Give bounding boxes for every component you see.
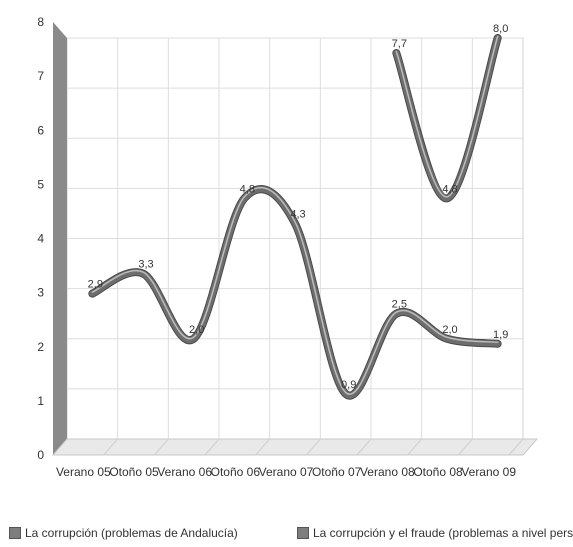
data-label: 2,0 — [189, 324, 204, 336]
floor-grid-line — [457, 438, 473, 456]
y-tick-label: 1 — [37, 394, 44, 408]
data-point — [344, 392, 347, 395]
data-point — [243, 197, 246, 200]
plot-side-wall — [53, 22, 67, 455]
data-label: 4,8 — [240, 183, 255, 195]
series-andalucia: 2,9 3,3 2,0 4,8 4,3 0,9 2,5 2,0 1,9 — [88, 183, 508, 400]
data-point — [446, 197, 449, 200]
legend-swatch-andalucia — [9, 527, 21, 539]
y-tick-label: 4 — [37, 232, 44, 246]
y-tick-label: 8 — [37, 15, 44, 29]
data-label: 0,9 — [341, 379, 356, 391]
data-label: 1,9 — [493, 329, 508, 341]
data-point — [395, 52, 398, 55]
y-tick-label: 7 — [37, 69, 44, 83]
y-tick-label: 6 — [37, 123, 44, 137]
series-line-highlight — [395, 35, 499, 198]
x-tick-label: Verano 09 — [461, 465, 516, 479]
data-label: 7,7 — [392, 38, 407, 50]
data-label: 3,3 — [138, 259, 153, 271]
data-point — [192, 337, 195, 340]
floor-grid-line — [204, 438, 220, 456]
legend-label-andalucia: La corrupción (problemas de Andalucía) — [25, 526, 238, 540]
legend-swatch-personal — [297, 527, 309, 539]
series-line-highlight — [91, 186, 499, 395]
y-tick-label: 2 — [37, 340, 44, 354]
x-tick-label: Verano 08 — [360, 465, 415, 479]
data-point — [91, 292, 94, 295]
x-tick-label: Verano 06 — [157, 465, 212, 479]
plot-floor — [51, 438, 539, 456]
floor-grid-line — [356, 438, 372, 456]
legend-item-personal: La corrupción y el fraude (problemas a n… — [297, 525, 573, 541]
y-tick-label: 5 — [37, 177, 44, 191]
legend-label-personal: La corrupción y el fraude (problemas a n… — [313, 526, 573, 540]
floor-grid-line — [153, 438, 169, 456]
series-personal: 7,7 4,8 8,0 — [392, 23, 508, 203]
data-label: 2,0 — [442, 324, 457, 336]
x-tick-label: Verano 05 — [56, 465, 111, 479]
data-point — [294, 222, 297, 225]
x-tick-label: Verano 07 — [259, 465, 314, 479]
data-label: 4,3 — [290, 208, 305, 220]
data-point — [446, 337, 449, 340]
y-tick-label: 0 — [37, 448, 44, 462]
data-point — [142, 272, 145, 275]
floor-grid-line — [255, 438, 271, 456]
floor-grid-line — [508, 438, 524, 456]
data-label: 4,8 — [442, 183, 457, 195]
x-tick-label: Otoño 06 — [211, 465, 261, 479]
x-tick-label: Otoño 07 — [312, 465, 362, 479]
legend-item-andalucia: La corrupción (problemas de Andalucía) — [9, 525, 238, 541]
data-point — [496, 37, 499, 40]
data-point — [395, 312, 398, 315]
floor-grid-line — [103, 438, 119, 456]
data-label: 2,5 — [392, 299, 407, 311]
x-tick-label: Otoño 08 — [413, 465, 463, 479]
y-tick-label: 3 — [37, 286, 44, 300]
x-tick-label: Otoño 05 — [109, 465, 159, 479]
floor-grid-line — [305, 438, 321, 456]
floor-grid-line — [407, 438, 423, 456]
data-label: 2,9 — [88, 279, 103, 291]
data-point — [496, 342, 499, 345]
data-label: 8,0 — [493, 23, 508, 35]
